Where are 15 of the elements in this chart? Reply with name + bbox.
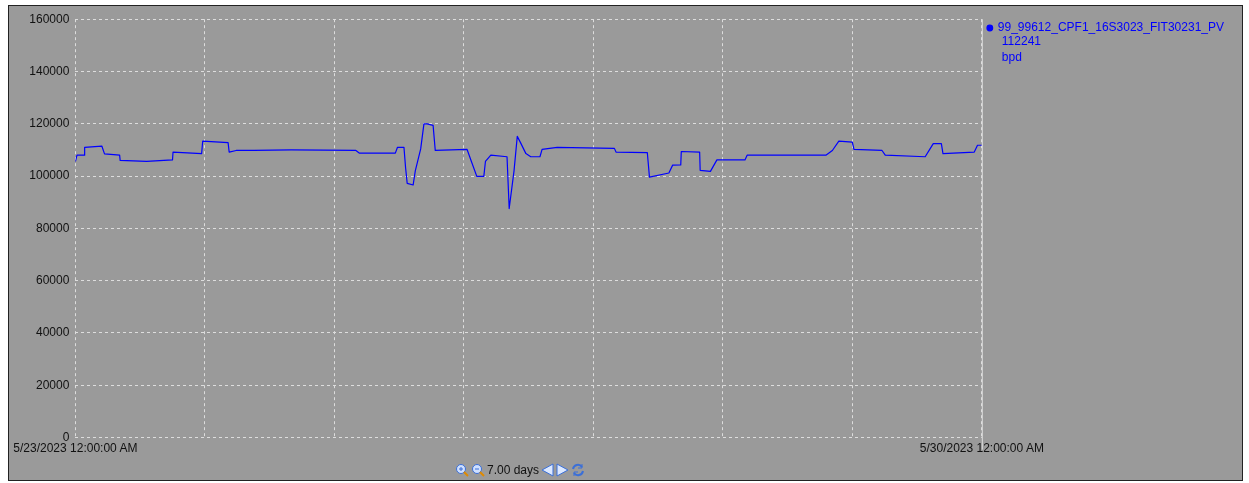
x-tick-label: 5/23/2023 12:00:00 AM (13, 441, 138, 456)
y-tick-label: 120000 (29, 116, 70, 131)
legend-label: 99_99612_CPF1_16S3023_FIT30231_PV (997, 20, 1225, 35)
y-tick-label: 100000 (29, 168, 70, 183)
x-tick-label: 5/30/2023 12:00:00 AM (919, 441, 1044, 456)
y-tick-label: 60000 (36, 273, 70, 288)
y-tick-label: 0 (62, 429, 70, 444)
text: 7.00 days (487, 463, 540, 477)
y-tick-label: 160000 (29, 11, 70, 26)
text: bpd (1001, 50, 1022, 65)
text: 112241 (1001, 34, 1042, 49)
y-tick-label: 140000 (29, 63, 70, 78)
y-tick-label: 80000 (36, 220, 70, 235)
y-tick-label: 20000 (36, 377, 70, 392)
y-tick-label: 40000 (36, 325, 70, 340)
